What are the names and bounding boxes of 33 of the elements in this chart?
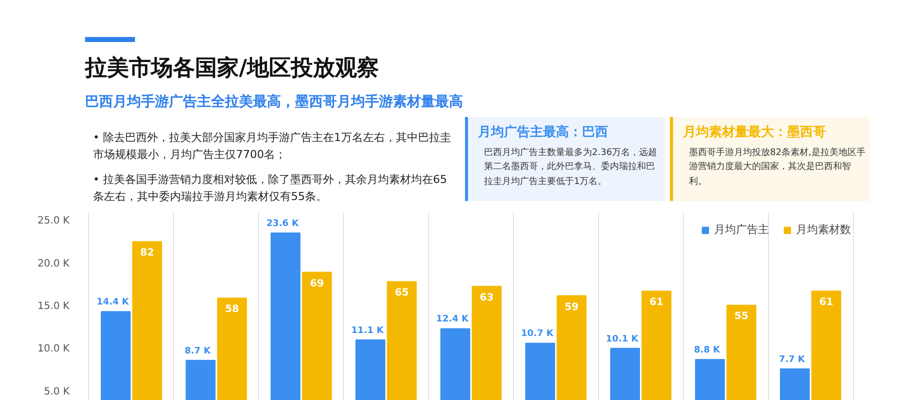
data-label: 82 xyxy=(140,248,154,259)
data-label: 55 xyxy=(734,311,748,322)
y-tick-label: 25.0 K xyxy=(38,216,70,227)
data-label: 59 xyxy=(564,302,579,313)
text: 月均广告主最高：巴西 xyxy=(478,124,609,141)
data-label: 63 xyxy=(480,292,494,304)
data-label: 61 xyxy=(650,297,664,308)
data-label: 12.4 K xyxy=(436,314,470,325)
data-label: 69 xyxy=(310,278,324,290)
text: • 拉美各国手游营销力度相对较低，除了墨西哥外，其余月均素材均在65条左右，其中委内瑞拉手游月均素材仅有55条。 xyxy=(93,172,448,206)
text: • 除去巴西外，拉美大部分国家月均手游广告主在1万名左右，其中巴拉圭市场规模最小，月均广告主仅7700名； xyxy=(93,130,452,164)
data-label: 14.4 K xyxy=(96,298,130,308)
data-label: 23.6 K xyxy=(266,219,300,230)
y-tick-label: 20.0 K xyxy=(38,258,70,270)
data-label: 8.8 K xyxy=(694,345,722,356)
data-label: 7.7 K xyxy=(778,354,806,365)
text: 巴西月均广告主数量最多为2.36万名，远超第二名墨西哥，此外巴拿马、委内瑞拉和巴拉圭月均广告主要低于1万名。 xyxy=(484,146,658,189)
y-tick-label: 15.0 K xyxy=(38,301,70,312)
y-tick-label: 10.0 K xyxy=(38,344,70,355)
data-label: 61 xyxy=(819,297,834,308)
text: 月均素材量最大：墨西哥 xyxy=(683,124,827,141)
legend-label: 月均素材数 xyxy=(796,222,851,237)
chart-subtitle: 巴西月均手游广告主全拉美最高，墨西哥月均手游素材量最高 xyxy=(85,93,463,111)
y-tick-label: 5.0 K xyxy=(44,386,70,398)
data-label: 11.1 K xyxy=(351,326,385,336)
data-label: 10.1 K xyxy=(606,334,640,344)
data-label: 65 xyxy=(394,288,409,299)
data-label: 58 xyxy=(225,304,240,316)
text: 墨西哥手游月均投放82条素材,是拉美地区手游营销力度最大的国家，其次是巴西和智利。 xyxy=(689,146,866,189)
chart-title: 拉美市场各国家/地区投放观察 xyxy=(85,54,380,83)
legend-label: 月均广告主 xyxy=(714,222,769,237)
data-label: 10.7 K xyxy=(521,329,554,340)
data-label: 8.7 K xyxy=(184,346,212,356)
